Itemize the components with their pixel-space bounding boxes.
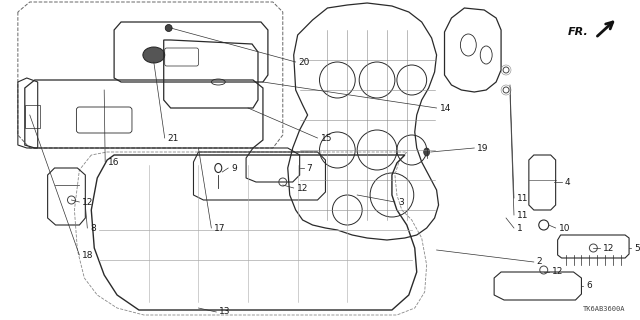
Text: 11: 11	[517, 211, 529, 220]
Text: 17: 17	[214, 223, 226, 233]
Ellipse shape	[143, 47, 164, 63]
Text: 21: 21	[168, 133, 179, 142]
Ellipse shape	[424, 148, 429, 156]
Text: 12: 12	[552, 268, 563, 276]
Text: 12: 12	[604, 244, 614, 252]
Text: 2: 2	[537, 258, 543, 267]
Text: 14: 14	[440, 103, 451, 113]
Text: TK6AB3600A: TK6AB3600A	[582, 306, 625, 312]
Text: 6: 6	[586, 282, 592, 291]
Text: 5: 5	[634, 244, 640, 252]
Text: 1: 1	[517, 223, 523, 233]
Text: 13: 13	[220, 308, 231, 316]
Text: 19: 19	[477, 143, 489, 153]
Text: 18: 18	[83, 251, 94, 260]
Text: 12: 12	[83, 197, 93, 206]
Text: 11: 11	[517, 194, 529, 203]
Text: 9: 9	[231, 164, 237, 172]
Text: 3: 3	[398, 197, 404, 206]
Text: 4: 4	[564, 178, 570, 187]
Text: 15: 15	[321, 133, 332, 142]
Text: 10: 10	[559, 223, 570, 233]
Text: 20: 20	[299, 58, 310, 67]
Text: FR.: FR.	[568, 27, 588, 37]
Ellipse shape	[165, 25, 172, 31]
Text: 8: 8	[90, 223, 96, 233]
Text: 16: 16	[108, 157, 120, 166]
Text: 7: 7	[307, 164, 312, 172]
Text: 12: 12	[297, 183, 308, 193]
